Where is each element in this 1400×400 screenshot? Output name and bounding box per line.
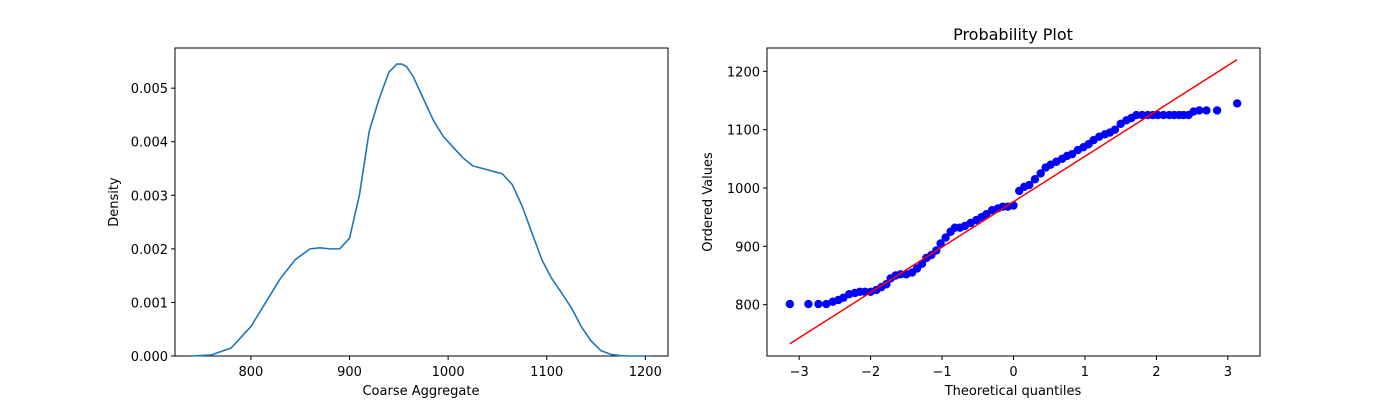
density-x-ticks: 800 900 1000 1100 1200 <box>239 356 662 380</box>
density-y-tick-label: 0.000 <box>131 350 168 365</box>
density-y-tick-label: 0.001 <box>131 296 168 311</box>
probability-y-tick-label: 1100 <box>727 124 760 139</box>
fit-line <box>789 59 1238 345</box>
density-y-ticks: 0.000 0.001 0.002 0.003 0.004 0.005 <box>131 82 175 365</box>
density-plot-marks <box>191 63 651 357</box>
quantile-point <box>1212 106 1222 115</box>
probability-plot-marks <box>785 59 1242 345</box>
quantile-point <box>785 299 795 309</box>
quantile-point <box>814 299 823 309</box>
probability-plot-title: Probability Plot <box>953 25 1073 44</box>
probability-x-ticks: −3 −2 −1 0 1 2 3 <box>790 356 1232 380</box>
density-y-tick-label: 0.002 <box>131 243 168 258</box>
probability-x-tick-label: 1 <box>1081 365 1089 380</box>
quantile-point <box>882 280 891 289</box>
probability-y-tick-label: 800 <box>735 299 760 314</box>
quantile-point <box>822 299 831 309</box>
density-x-tick-label: 1000 <box>432 365 465 380</box>
probability-plot: −3 −2 −1 0 1 2 3 800 900 1000 1100 1200 Probabilit… <box>701 25 1261 399</box>
probability-x-tick-label: −3 <box>790 365 809 380</box>
probability-x-tick-label: −2 <box>861 365 880 380</box>
density-y-tick-label: 0.003 <box>131 189 168 204</box>
probability-y-tick-label: 1200 <box>727 65 760 80</box>
quantile-point <box>804 299 813 309</box>
density-plot-frame <box>174 47 669 357</box>
density-y-tick-label: 0.005 <box>131 82 168 97</box>
probability-x-tick-label: 0 <box>1009 365 1017 380</box>
density-x-tick-label: 900 <box>337 365 362 380</box>
probability-y-axis-label: Ordered Values <box>701 152 716 252</box>
density-curve <box>191 63 651 357</box>
probability-y-tick-label: 900 <box>735 240 760 255</box>
density-x-tick-label: 1100 <box>530 365 563 380</box>
density-x-tick-label: 1200 <box>629 365 662 380</box>
density-x-tick-label: 800 <box>239 365 264 380</box>
density-plot: 800 900 1000 1100 1200 0.0000.0010.0020.0030… <box>107 47 669 399</box>
quantile-point <box>1036 169 1045 178</box>
quantile-point <box>941 233 950 242</box>
quantile-point <box>1030 175 1040 184</box>
density-y-tick-label: 0.004 <box>131 136 168 151</box>
probability-y-ticks: 800 900 1000 1100 1200 <box>727 65 767 314</box>
probability-x-tick-label: 2 <box>1152 365 1160 380</box>
quantile-point <box>1195 106 1204 115</box>
density-y-axis-label: Density <box>107 177 122 227</box>
quantile-point <box>1232 99 1242 108</box>
quantile-point <box>936 239 945 248</box>
quantile-point <box>1110 125 1120 134</box>
probability-x-axis-label: Theoretical quantiles <box>944 384 1082 399</box>
probability-x-tick-label: 3 <box>1224 365 1232 380</box>
probability-x-tick-label: −1 <box>932 365 951 380</box>
quantile-point <box>1025 180 1034 190</box>
quantile-point <box>1202 106 1211 115</box>
probability-y-tick-label: 1000 <box>727 182 760 197</box>
density-x-axis-label: Coarse Aggregate <box>362 384 479 399</box>
